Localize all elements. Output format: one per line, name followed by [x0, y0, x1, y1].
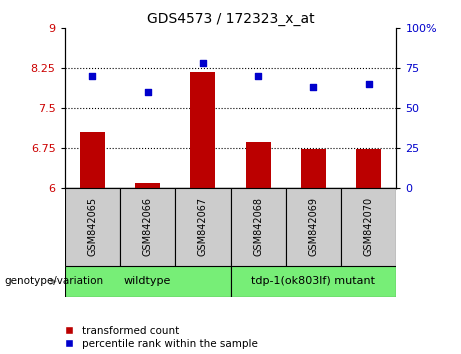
Bar: [230, 266, 396, 297]
Text: GSM842068: GSM842068: [253, 197, 263, 256]
Text: GSM842070: GSM842070: [364, 197, 374, 256]
Text: wildtype: wildtype: [124, 276, 171, 286]
Bar: [356, 149, 381, 188]
Bar: [301, 149, 326, 188]
Point: [310, 85, 317, 90]
Bar: [80, 132, 105, 188]
Title: GDS4573 / 172323_x_at: GDS4573 / 172323_x_at: [147, 12, 314, 26]
Legend: transformed count, percentile rank within the sample: transformed count, percentile rank withi…: [65, 326, 258, 349]
Text: GSM842065: GSM842065: [87, 197, 97, 256]
Point: [144, 89, 151, 95]
Text: genotype/variation: genotype/variation: [5, 276, 104, 286]
Bar: [135, 183, 160, 188]
Text: GSM842067: GSM842067: [198, 197, 208, 256]
Point: [365, 81, 372, 87]
Bar: [190, 72, 215, 188]
Text: GSM842069: GSM842069: [308, 197, 319, 256]
Point: [254, 73, 262, 79]
Bar: [286, 188, 341, 266]
Bar: [120, 188, 175, 266]
Bar: [230, 188, 286, 266]
Bar: [65, 188, 120, 266]
Text: GSM842066: GSM842066: [142, 197, 153, 256]
Bar: [65, 266, 230, 297]
Bar: [246, 143, 271, 188]
Text: tdp-1(ok803lf) mutant: tdp-1(ok803lf) mutant: [252, 276, 375, 286]
Bar: [175, 188, 230, 266]
Point: [199, 61, 207, 66]
Bar: [341, 188, 396, 266]
Point: [89, 73, 96, 79]
